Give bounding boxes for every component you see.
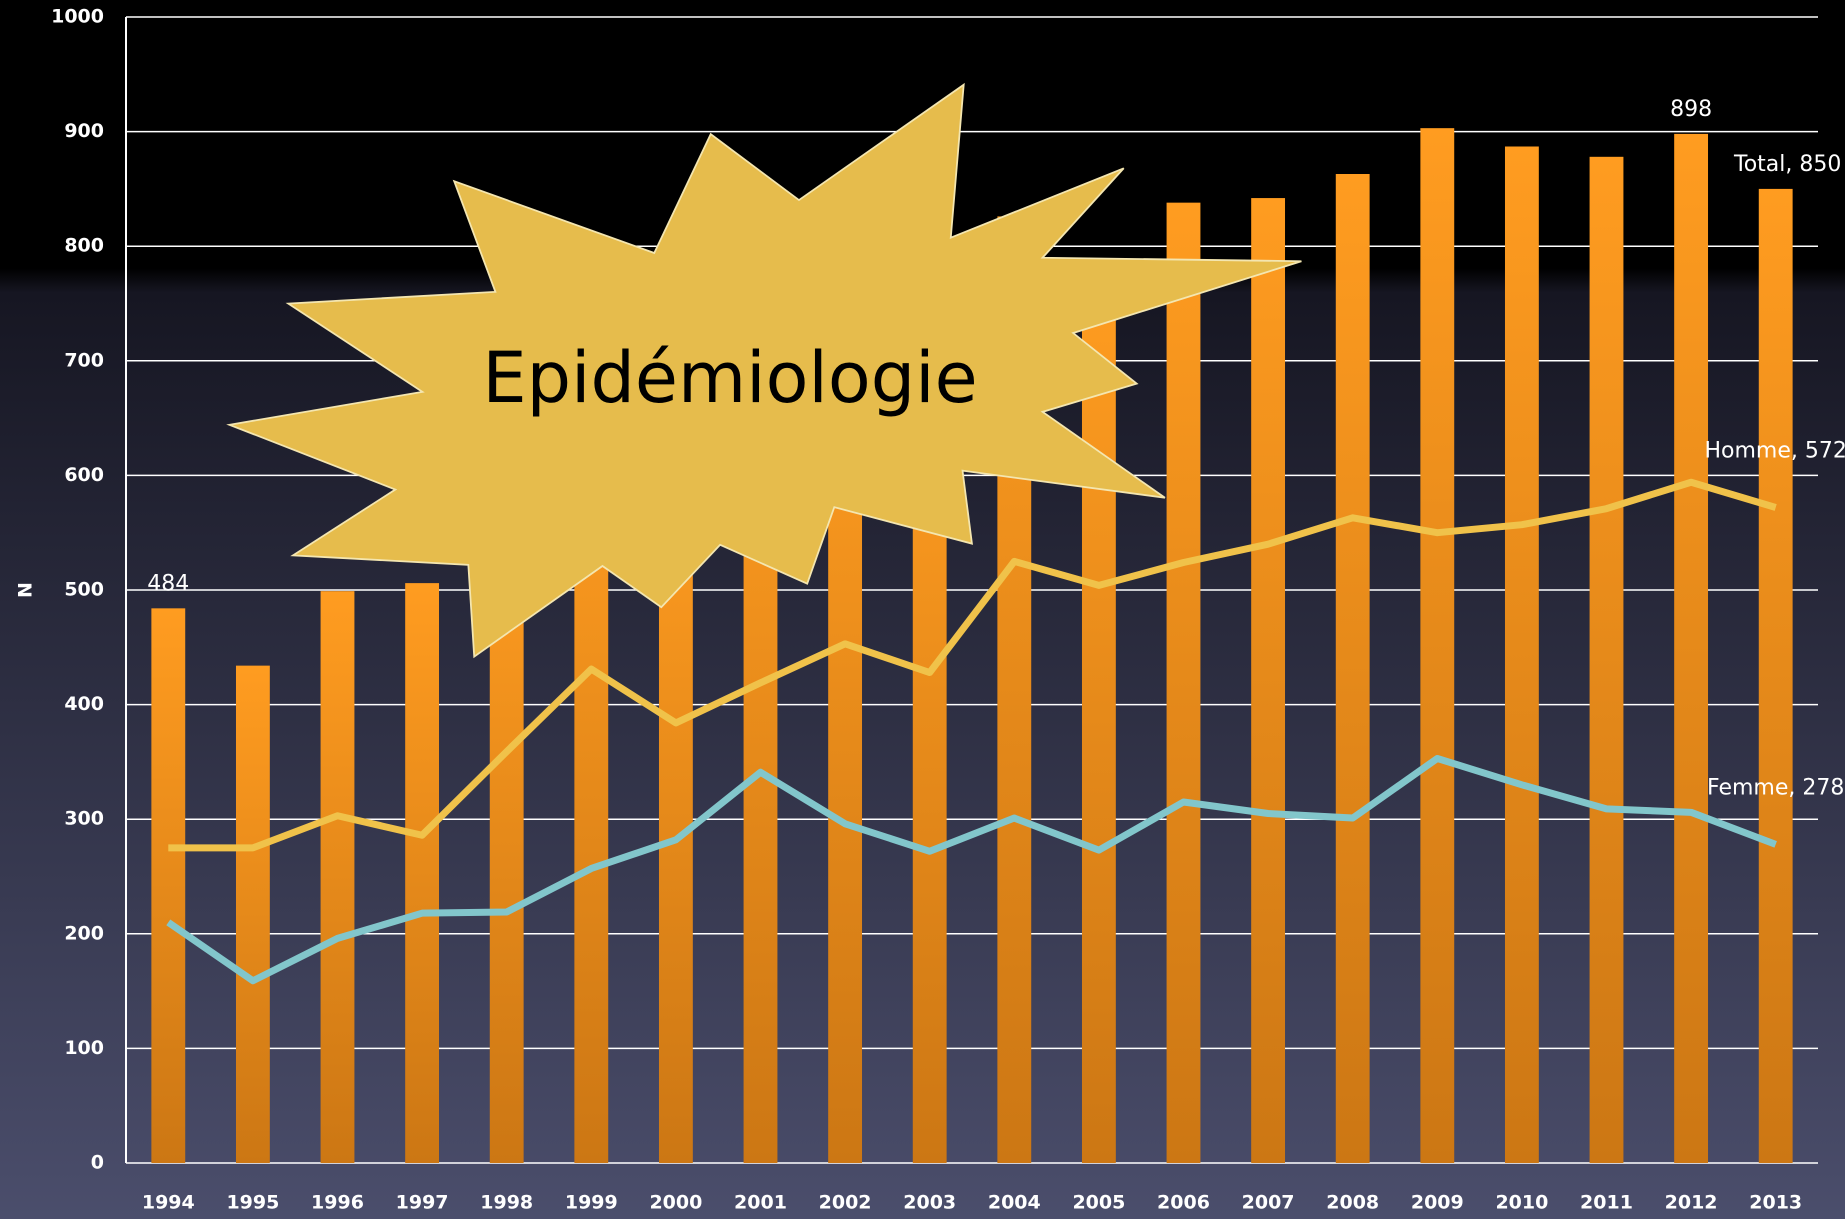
data-label: Homme, 572: [1705, 438, 1845, 463]
x-tick-label: 1994: [142, 1192, 195, 1214]
x-tick-label: 2012: [1665, 1192, 1718, 1214]
data-label: 898: [1670, 97, 1712, 122]
data-label: Total, 850: [1733, 152, 1841, 177]
x-tick-label: 2010: [1495, 1192, 1548, 1214]
y-tick-label: 800: [64, 235, 104, 257]
data-label: Femme, 278: [1707, 775, 1844, 800]
y-tick-label: 200: [64, 922, 104, 944]
line: [166, 754, 1777, 985]
x-tick-label: 2003: [903, 1192, 956, 1214]
bar: [235, 665, 270, 1163]
x-tick-label: 2013: [1749, 1192, 1802, 1214]
y-tick-label: 500: [64, 579, 104, 601]
starburst: [226, 82, 1302, 659]
data-label: 484: [147, 571, 189, 596]
starburst-shape: [226, 82, 1302, 659]
x-tick-label: 2009: [1411, 1192, 1464, 1214]
y-tick-label: 700: [64, 349, 104, 371]
bar: [1335, 174, 1370, 1163]
x-tick-label: 1997: [396, 1192, 449, 1214]
y-tick-label: 600: [64, 464, 104, 486]
y-tick-label: 300: [64, 808, 104, 830]
y-tick-label: 900: [64, 120, 104, 142]
bar: [1420, 128, 1455, 1164]
x-tick-label: 2011: [1580, 1192, 1633, 1214]
x-tick-label: 2008: [1326, 1192, 1379, 1214]
x-tick-label: 1995: [226, 1192, 279, 1214]
x-tick-label: 1999: [565, 1192, 618, 1214]
x-tick-label: 1996: [311, 1192, 364, 1214]
bar: [320, 591, 355, 1163]
annotation: Epidémiologie: [482, 337, 977, 419]
bar: [151, 608, 186, 1163]
x-tick-label: 2006: [1157, 1192, 1210, 1214]
bar: [1758, 188, 1793, 1163]
bar: [1674, 133, 1709, 1164]
bar: [1504, 146, 1539, 1164]
x-tick-label: 2000: [649, 1192, 702, 1214]
x-tick-label: 1998: [480, 1192, 533, 1214]
bar: [1166, 202, 1201, 1164]
bar: [1251, 198, 1286, 1163]
bar: [405, 583, 440, 1163]
y-tick-label: 1000: [51, 6, 104, 28]
y-tick-label: 400: [64, 693, 104, 715]
y-axis-label: N: [15, 582, 37, 598]
x-tick-label: 2001: [734, 1192, 787, 1214]
x-tick-label: 2007: [1242, 1192, 1295, 1214]
x-tick-label: 2004: [988, 1192, 1041, 1214]
bar: [1081, 280, 1116, 1164]
y-tick-label: 0: [91, 1152, 104, 1174]
x-tick-label: 2005: [1072, 1192, 1125, 1214]
line: [168, 478, 1777, 852]
x-tick-label: 2002: [819, 1192, 872, 1214]
bar: [1589, 156, 1624, 1163]
y-tick-label: 100: [64, 1037, 104, 1059]
